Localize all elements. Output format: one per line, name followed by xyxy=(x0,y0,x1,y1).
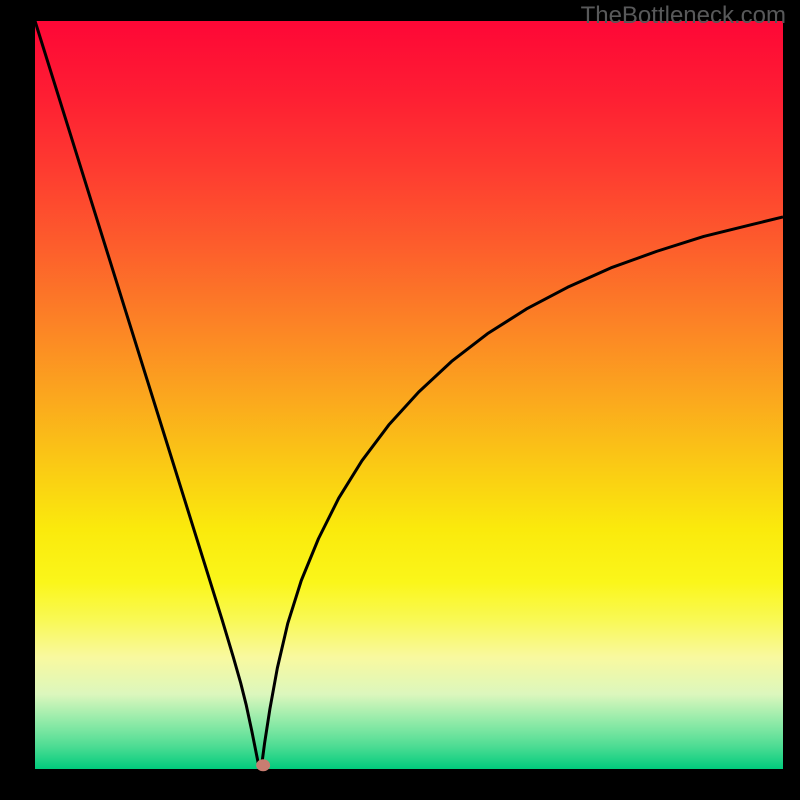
watermark-text: TheBottleneck.com xyxy=(581,2,786,30)
plot-background-gradient xyxy=(35,21,783,769)
chart-stage: TheBottleneck.com xyxy=(0,0,800,800)
